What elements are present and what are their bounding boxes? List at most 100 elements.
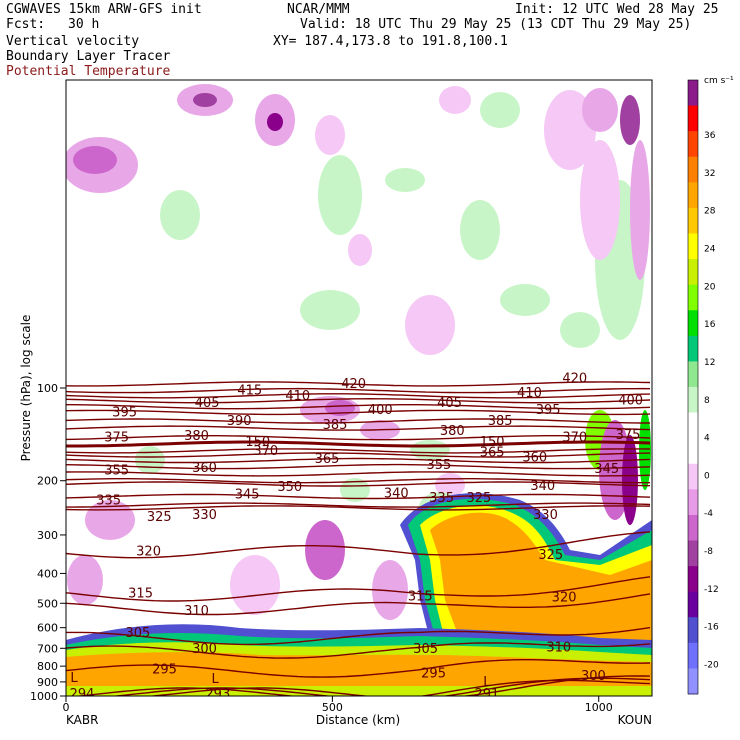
theta-contour-label: 291 [474,687,499,702]
theta-contour-label: 400 [368,403,393,418]
velocity-blob [410,440,450,460]
y-tick-label: 300 [37,529,58,542]
velocity-blob [460,200,500,260]
theta-contour-label: 325 [147,510,172,525]
x-tick-label: 1000 [585,701,613,714]
model-title: CGWAVES 15km ARW-GFS init [6,2,202,17]
endpoint-right: KOUN [618,713,652,727]
theta-contour-label: 295 [421,666,446,681]
theta-contour [146,675,651,696]
colorbar-swatch [688,438,698,465]
theta-contour [66,463,651,470]
colorbar-frame [687,79,699,695]
theta-labels: 415 410 420 410 420 395 405 390 400 405 395 400 385 3… [70,371,644,702]
velocity-blob [439,86,471,114]
theta-contour [66,626,651,646]
init-time: Init: 12 UTC Wed 28 May 25 [515,2,719,17]
shading-layer: 415 410 420 410 420 395 405 390 400 405 395 400 385 3… [66,84,652,702]
velocity-blob [582,88,618,132]
theta-contour [66,481,651,487]
theta-contour-label: 325 [466,491,491,506]
boundary-layer-region [66,652,652,696]
theta-contour-label: 305 [413,642,438,657]
velocity-blob [340,478,370,502]
field-boundary-layer-tracer: Boundary Layer Tracer [6,49,171,64]
velocity-blob [160,190,200,240]
velocity-blob [500,284,550,316]
theta-contour-label: 380 [184,429,209,444]
theta-contour [66,435,651,441]
theta-contour [66,381,651,387]
theta-contour [66,642,651,659]
theta-contour-label: 355 [104,463,129,478]
theta-contour-label: 405 [195,396,220,411]
theta-contour [66,409,651,416]
colorbar-level-label: -20 [704,661,719,671]
theta-contour-label: 320 [136,545,161,560]
theta-contour-label: 395 [536,403,561,418]
velocity-blob [580,140,620,260]
theta-contour-label: 293 [205,687,230,702]
theta-contour [66,404,651,410]
velocity-blob [372,560,408,620]
theta-contour-label: 340 [530,479,555,494]
theta-contour [66,448,651,454]
theta-contour-label: 415 [237,384,262,399]
theta-contour-label: 370 [562,431,587,446]
theta-contour-label: 300 [581,669,606,684]
theta-contour-label: 405 [437,396,462,411]
velocity-blob [315,115,345,155]
colorbar-level-label: -16 [704,623,719,633]
colorbar: 36 32 28 24 20 16 12 8 4 0 -4 -8 -12 -16 -20 [687,79,719,695]
colorbar-swatch [688,105,698,132]
colorbar-level-label: 0 [704,471,710,481]
theta-contour [66,397,651,404]
theta-contour-label: 420 [562,371,587,386]
y-tick-label: 400 [37,567,58,580]
velocity-blob [135,446,165,474]
theta-contour-label: 395 [112,405,137,420]
colorbar-swatch [688,642,698,669]
boundary-layer-region [66,686,652,696]
theta-contour [72,679,651,696]
theta-contour-label: 320 [552,590,577,605]
colorbar-level-label: -4 [704,509,713,519]
theta-contour-label: 355 [426,458,451,473]
theta-contour [66,593,651,616]
colorbar-level-label: 16 [704,320,716,330]
theta-contour-label: 360 [522,450,547,465]
y-tick-label: 500 [37,597,58,610]
y-axis-label: Pressure (hPa), log scale [19,315,33,462]
colorbar-level-label: 20 [704,282,716,292]
theta-contour-label: 300 [192,642,217,657]
y-tick-label: 700 [37,642,58,655]
velocity-blob [318,155,362,235]
theta-contour-label: 335 [429,491,454,506]
theta-contour-label: 380 [440,424,465,439]
colorbar-level-label: 8 [704,396,710,406]
theta-contour [66,531,651,559]
theta-contour [66,505,651,511]
theta-contour-label: 390 [227,414,252,429]
colorbar-swatch [688,259,698,286]
theta-contour-label: 295 [152,662,177,677]
colorbar-level-label: 24 [704,244,716,254]
theta-contour-label: L [483,675,491,690]
y-tick-label: 200 [37,475,58,488]
colorbar-swatch [688,463,698,490]
velocity-blob [639,410,651,490]
theta-contour-label: 330 [192,508,217,523]
theta-contour [66,471,651,477]
velocity-blob [267,113,283,131]
theta-contour-label: 365 [480,446,505,461]
theta-contour-label: L [212,672,220,687]
theta-contour [66,387,651,394]
colorbar-level-label: -12 [704,585,719,595]
theta-contour-label: 340 [384,486,409,501]
theta-contour-label: 420 [341,377,366,392]
velocity-blob [325,400,355,416]
velocity-blob [73,146,117,174]
y-tick-label: 900 [37,676,58,689]
theta-contour-label: L [70,671,78,686]
colorbar-level-label: 32 [704,169,715,179]
